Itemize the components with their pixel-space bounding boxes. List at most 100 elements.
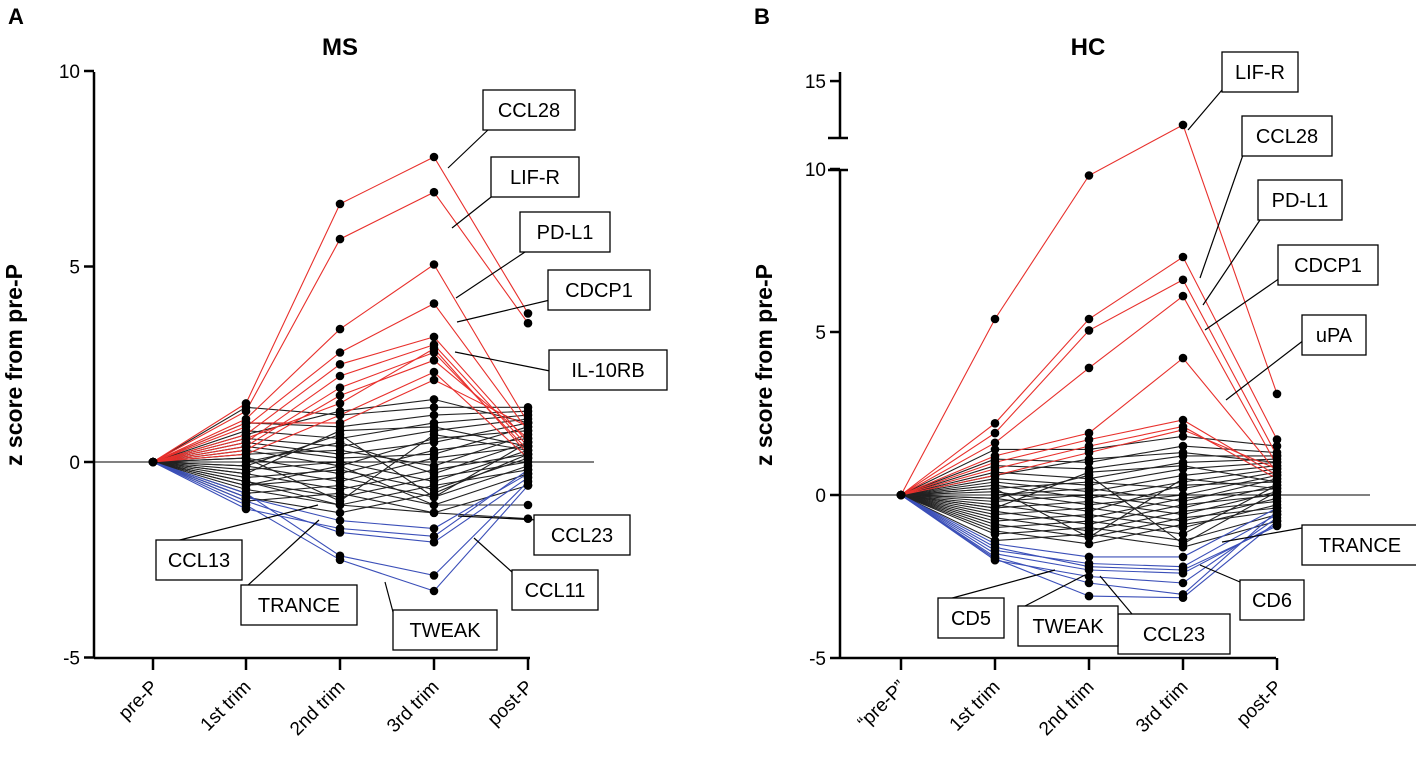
callout-leader-ccl23 (1099, 575, 1133, 615)
callout-label-ccl28: CCL28 (1256, 126, 1318, 148)
data-point (429, 422, 439, 432)
callouts-b: LIF-R CCL28 PD-L1 CDCP1 uPA TRANCE CD6 CCL23 TWE… (937, 51, 1416, 655)
y-axis-label-a: z score from pre-P (1, 264, 27, 466)
callout-leader-cd5 (944, 569, 1056, 601)
data-point (241, 403, 251, 412)
x-tick-label: 1st trim (946, 677, 1005, 736)
data-point (241, 469, 251, 479)
data-point (1084, 490, 1094, 500)
x-tick-label: post-P (484, 677, 538, 731)
data-point (335, 399, 345, 408)
data-point (896, 490, 906, 500)
data-point (241, 430, 251, 439)
callout-box-ccl13 (155, 539, 243, 581)
data-point (1272, 435, 1282, 444)
data-point (335, 555, 345, 565)
data-point (1084, 497, 1094, 506)
data-point (241, 418, 251, 428)
data-point (429, 508, 439, 518)
callout-box-trance (1301, 524, 1416, 566)
data-point (335, 446, 345, 455)
data-point (335, 430, 345, 439)
data-point (1178, 520, 1188, 529)
callout-label-cd6: CD6 (1252, 590, 1292, 612)
callout-leader-trance (245, 519, 320, 588)
y-ticks-b: -5 0 5 10 15 (805, 72, 840, 670)
callout-leader-pd-l1 (1202, 219, 1261, 306)
callout-box-tweak (392, 609, 498, 651)
data-point (1178, 474, 1188, 484)
data-point (335, 500, 345, 510)
data-point (1084, 510, 1094, 519)
data-point (1178, 593, 1188, 602)
data-point (990, 454, 1000, 464)
data-points-a (148, 152, 533, 596)
data-point (241, 453, 251, 463)
y-tick-label: 15 (805, 72, 826, 93)
data-point (1272, 477, 1282, 487)
data-point (335, 348, 345, 357)
data-point (1084, 454, 1094, 464)
data-point (1178, 441, 1188, 451)
data-point (1178, 461, 1188, 471)
data-point (335, 383, 345, 393)
data-point (429, 481, 439, 490)
x-tick-label: 2nd trim (286, 677, 349, 740)
data-point (241, 489, 251, 498)
data-point (523, 481, 533, 490)
data-point (429, 260, 439, 269)
data-point (523, 418, 533, 428)
x-tick-label: pre-P (115, 677, 163, 725)
data-point (429, 367, 439, 377)
data-point (523, 438, 533, 447)
data-point (1084, 562, 1094, 571)
data-point (1272, 516, 1282, 526)
data-point (241, 477, 251, 486)
data-point (335, 461, 345, 471)
data-point (1272, 487, 1282, 497)
callout-leader-ccl13 (159, 504, 319, 546)
callout-label-trance: TRANCE (1319, 535, 1401, 557)
data-point (335, 406, 345, 416)
chart-title-ms: MS (322, 34, 358, 61)
data-point (1178, 494, 1188, 503)
callout-label-ccl23: CCL23 (1143, 624, 1205, 646)
callout-label-trance: TRANCE (258, 595, 340, 617)
data-point (429, 356, 439, 365)
callout-leader-trance (1221, 527, 1303, 543)
callout-label-cd5: CD5 (951, 608, 991, 630)
data-point (990, 529, 1000, 539)
data-point (1178, 565, 1188, 575)
data-point (429, 586, 439, 596)
data-point (1178, 500, 1188, 510)
data-point (429, 537, 439, 547)
callout-label-tweak: TWEAK (409, 620, 481, 642)
data-points-b (896, 120, 1282, 602)
callout-box-tweak (1017, 605, 1119, 647)
callout-label-cdcp1: CDCP1 (565, 280, 633, 302)
callout-box-il-10rb (548, 349, 668, 391)
y-axis-label-b: z score from pre-P (751, 264, 777, 466)
callout-box-trance (240, 584, 358, 626)
data-point (429, 344, 439, 353)
y-tick-label: 0 (69, 453, 80, 474)
data-point (1178, 529, 1188, 539)
data-point (1084, 572, 1094, 581)
data-point (1178, 552, 1188, 562)
data-point (1178, 275, 1188, 285)
callout-box-ccl28 (482, 89, 576, 131)
callout-label-il-10rb: IL-10RB (571, 360, 644, 382)
callout-box-upa (1301, 314, 1367, 356)
data-point (1084, 326, 1094, 335)
data-point (429, 453, 439, 463)
data-point (335, 199, 345, 209)
data-point (429, 152, 439, 162)
callout-leader-upa (1225, 339, 1305, 401)
data-point (1084, 435, 1094, 444)
data-point (429, 299, 439, 308)
data-point (1084, 516, 1094, 526)
data-point (335, 438, 345, 447)
chart-title-hc: HC (1071, 34, 1106, 61)
data-point (1084, 445, 1094, 454)
